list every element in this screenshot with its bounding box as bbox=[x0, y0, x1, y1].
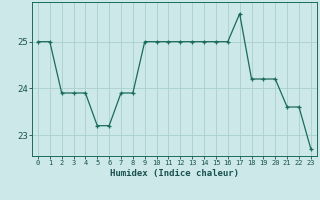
X-axis label: Humidex (Indice chaleur): Humidex (Indice chaleur) bbox=[110, 169, 239, 178]
